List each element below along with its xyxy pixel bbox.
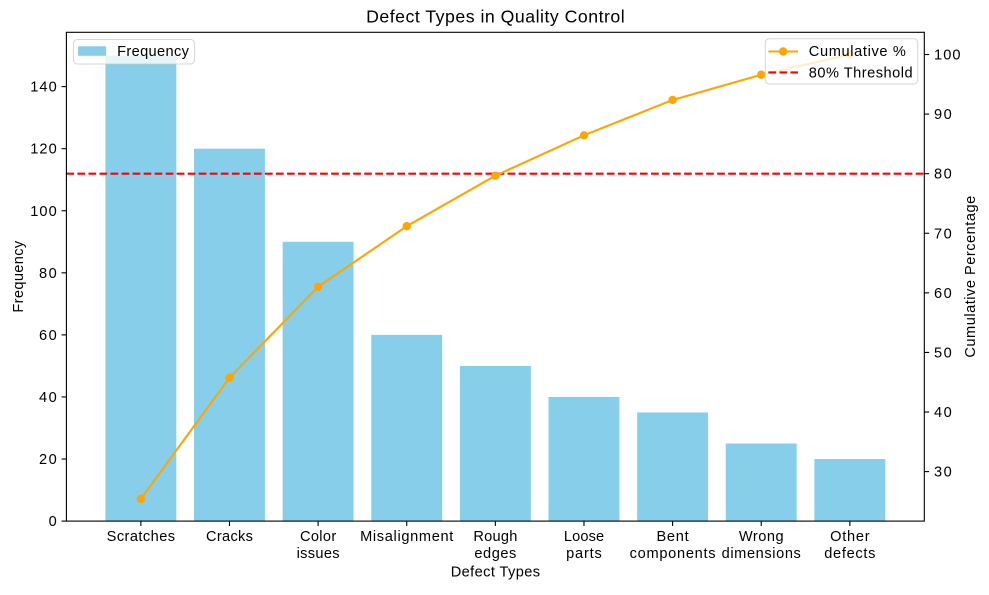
svg-text:Bent: Bent xyxy=(656,529,688,545)
svg-text:issues: issues xyxy=(297,546,340,562)
svg-text:40: 40 xyxy=(39,390,57,406)
svg-text:Defect Types: Defect Types xyxy=(451,564,540,580)
svg-text:Defect Types in Quality Contro: Defect Types in Quality Control xyxy=(366,7,625,27)
svg-text:40: 40 xyxy=(934,405,952,421)
svg-text:Misalignment: Misalignment xyxy=(360,529,453,545)
svg-text:140: 140 xyxy=(30,80,56,96)
svg-text:Frequency: Frequency xyxy=(117,44,190,60)
svg-text:dimensions: dimensions xyxy=(722,546,801,562)
svg-text:80: 80 xyxy=(934,167,952,183)
svg-text:Loose: Loose xyxy=(564,529,604,545)
svg-text:defects: defects xyxy=(824,546,875,562)
svg-text:0: 0 xyxy=(49,514,57,530)
svg-text:120: 120 xyxy=(30,142,56,158)
svg-text:components: components xyxy=(630,546,716,562)
svg-text:60: 60 xyxy=(934,286,952,302)
svg-text:Other: Other xyxy=(830,529,870,545)
svg-text:Rough: Rough xyxy=(473,529,517,545)
svg-text:Cumulative Percentage: Cumulative Percentage xyxy=(963,196,979,358)
svg-text:parts: parts xyxy=(566,546,602,562)
svg-text:50: 50 xyxy=(934,345,952,361)
svg-text:Wrong: Wrong xyxy=(739,529,784,545)
svg-text:100: 100 xyxy=(30,204,56,220)
svg-text:80: 80 xyxy=(39,266,57,282)
svg-text:90: 90 xyxy=(934,107,952,123)
svg-text:edges: edges xyxy=(474,546,516,562)
svg-text:Cracks: Cracks xyxy=(206,529,253,545)
svg-text:70: 70 xyxy=(934,226,952,242)
svg-text:Color: Color xyxy=(300,529,336,545)
svg-text:20: 20 xyxy=(39,452,57,468)
svg-text:Scratches: Scratches xyxy=(107,529,175,545)
svg-text:30: 30 xyxy=(934,465,952,481)
svg-text:Frequency: Frequency xyxy=(11,240,27,313)
svg-text:100: 100 xyxy=(934,48,961,64)
svg-text:80% Threshold: 80% Threshold xyxy=(809,65,913,81)
svg-text:60: 60 xyxy=(39,328,57,344)
svg-text:Cumulative %: Cumulative % xyxy=(809,44,906,60)
